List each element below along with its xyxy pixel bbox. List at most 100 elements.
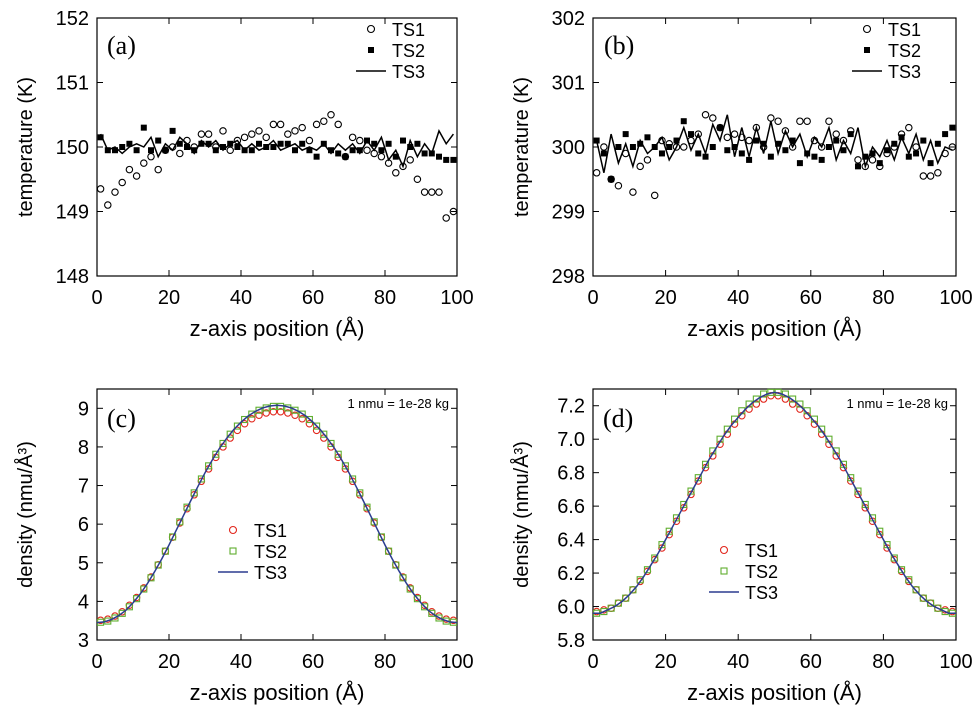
data-point	[204, 130, 213, 138]
data-point	[622, 594, 630, 602]
legend-marker	[229, 547, 237, 555]
data-point	[949, 124, 956, 131]
data-point	[363, 146, 371, 154]
data-point	[327, 439, 335, 447]
data-point	[717, 124, 724, 131]
data-point	[176, 149, 184, 158]
y-tick-label: 7.2	[557, 396, 585, 418]
data-point	[406, 156, 414, 164]
x-tick-label: 100	[939, 651, 972, 673]
data-point	[679, 143, 688, 151]
data-point	[730, 130, 739, 138]
data-point	[198, 140, 205, 147]
data-point	[392, 561, 400, 569]
data-point	[775, 140, 782, 147]
data-point	[905, 153, 912, 160]
y-tick-label: 7.0	[557, 429, 585, 451]
panel-label: (a)	[107, 31, 136, 60]
data-point	[284, 409, 292, 417]
data-point	[233, 422, 241, 430]
x-tick-label: 60	[800, 651, 822, 673]
data-point	[615, 144, 622, 150]
data-point	[298, 414, 306, 423]
y-tick-label: 6.2	[557, 563, 585, 585]
data-point	[406, 585, 414, 593]
data-point	[688, 131, 695, 138]
chart-panel-4: 0 20 40 60 80 100 5.8 6.0 6.2 6.4 6.6 6.8 7.0 7.2 z-ax…	[510, 388, 973, 705]
data-point	[276, 120, 285, 129]
data-point	[356, 489, 364, 497]
data-point	[847, 131, 854, 138]
data-point	[255, 406, 263, 414]
series-TS3	[96, 404, 458, 624]
data-point	[312, 120, 321, 129]
data-point	[176, 518, 184, 526]
data-point	[248, 410, 256, 418]
data-point	[752, 395, 760, 403]
data-point	[312, 426, 321, 435]
data-point	[600, 150, 607, 157]
y-tick-label: 5.8	[557, 630, 585, 652]
data-point	[111, 188, 119, 196]
data-point	[636, 576, 644, 584]
data-point	[868, 156, 877, 164]
data-point	[745, 400, 753, 408]
data-point	[413, 595, 421, 603]
data-point	[378, 147, 385, 154]
data-point	[592, 169, 601, 177]
legend-label: TS2	[888, 41, 921, 61]
data-point	[803, 117, 811, 125]
data-point	[284, 140, 291, 147]
data-point	[392, 153, 399, 160]
data-point	[413, 175, 422, 184]
data-point	[709, 144, 716, 150]
data-point	[240, 420, 249, 428]
data-point	[435, 614, 443, 622]
data-point	[629, 188, 637, 196]
legend-marker	[366, 24, 376, 34]
series-TS2	[593, 118, 956, 183]
data-point	[305, 420, 314, 428]
data-point	[927, 160, 934, 167]
x-tick-label: 100	[440, 287, 473, 309]
data-point	[269, 120, 278, 129]
data-point	[212, 450, 220, 458]
data-point	[643, 566, 652, 574]
data-point	[723, 425, 731, 433]
data-point	[414, 140, 421, 147]
data-point	[884, 147, 891, 154]
data-point	[788, 400, 797, 408]
data-point	[392, 169, 400, 177]
data-point	[600, 608, 608, 616]
data-point	[111, 614, 119, 622]
data-point	[255, 411, 263, 420]
y-tick-label: 151	[56, 73, 89, 95]
unit-annotation: 1 nmu = 1e-28 kg	[347, 396, 449, 411]
x-tick-label: 40	[727, 287, 749, 309]
data-point	[723, 133, 732, 142]
data-point	[248, 130, 256, 138]
data-point	[926, 172, 935, 180]
data-point	[219, 127, 227, 135]
data-point	[334, 120, 342, 129]
data-point	[767, 114, 775, 122]
data-point	[804, 150, 811, 157]
data-point	[276, 408, 285, 416]
x-tick-label: 80	[872, 651, 894, 673]
data-point	[118, 609, 126, 617]
data-point	[702, 153, 709, 160]
x-axis-label: z-axis position (Å)	[190, 680, 365, 705]
data-point	[291, 127, 299, 135]
y-tick-label: 3	[78, 630, 89, 652]
data-point	[811, 153, 818, 160]
x-tick-label: 0	[587, 287, 598, 309]
data-point	[370, 518, 378, 526]
y-axis-label: temperature (K)	[511, 77, 533, 217]
data-point	[335, 150, 342, 157]
data-point	[162, 147, 169, 154]
data-point	[796, 400, 804, 408]
y-tick-label: 6.8	[557, 463, 585, 485]
data-point	[839, 136, 848, 145]
legend-label: TS2	[745, 562, 778, 582]
data-point	[428, 188, 436, 196]
